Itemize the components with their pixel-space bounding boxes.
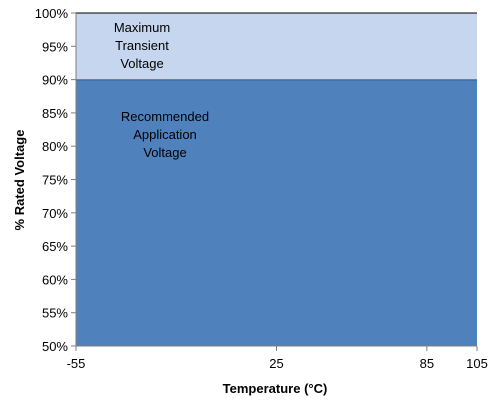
- y-tick-label-7: 85%: [42, 106, 68, 121]
- y-tick-label-2: 60%: [42, 272, 68, 287]
- region-labels-layer: Recommended Application Voltage Maximum Tran…: [114, 20, 209, 160]
- y-tick-label-0: 50%: [42, 339, 68, 354]
- axes-layer: [71, 13, 477, 351]
- x-tick-label-3: 105: [466, 356, 488, 371]
- y-tick-label-1: 55%: [42, 306, 68, 321]
- region-label-1-line-0: Maximum: [114, 20, 170, 35]
- region-label-0-line-1: Application: [133, 127, 197, 142]
- y-axis-title: % Rated Voltage: [12, 130, 27, 231]
- y-tick-label-6: 80%: [42, 139, 68, 154]
- y-tick-label-4: 70%: [42, 206, 68, 221]
- region-label-1-line-2: Voltage: [120, 56, 163, 71]
- ticks-layer: 50% 55% 60% 65% 70% 75% 80% 85% 90% 95% 100% -55 25 8…: [35, 6, 488, 371]
- region-label-1-line-1: Transient: [115, 38, 169, 53]
- regions-layer: [76, 12, 477, 346]
- y-tick-label-5: 75%: [42, 173, 68, 188]
- x-tick-label-2: 85: [420, 356, 434, 371]
- y-tick-label-9: 95%: [42, 39, 68, 54]
- region-label-0-line-0: Recommended: [121, 109, 209, 124]
- region-label-0-line-2: Voltage: [143, 145, 186, 160]
- x-tick-label-0: -55: [67, 356, 86, 371]
- x-axis-title: Temperature (°C): [223, 381, 328, 396]
- region-area-1: [76, 13, 477, 80]
- y-tick-label-3: 65%: [42, 239, 68, 254]
- y-tick-label-10: 100%: [35, 6, 69, 21]
- region-area-0: [76, 79, 477, 346]
- x-tick-label-1: 25: [269, 356, 283, 371]
- y-tick-label-8: 90%: [42, 73, 68, 88]
